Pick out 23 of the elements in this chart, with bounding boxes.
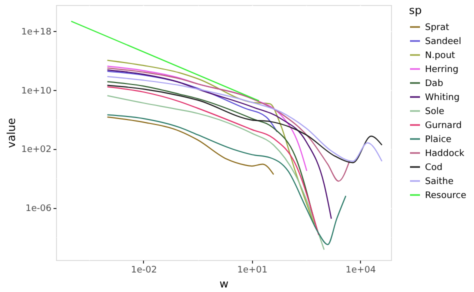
legend-label: Saithe (425, 177, 454, 187)
x-axis-title: w (220, 278, 228, 290)
x-tick-label: 1e+04 (346, 266, 376, 276)
legend-label: Sole (425, 107, 445, 117)
y-axis-title: value (5, 118, 18, 148)
y-tick-label: 1e+18 (21, 27, 52, 38)
x-tick-label: 1e+01 (237, 266, 268, 276)
y-tick-label: 1e+10 (21, 86, 52, 96)
legend-label: Gurnard (425, 121, 462, 131)
legend-title: sp (409, 4, 422, 17)
y-tick-label: 1e-06 (26, 204, 52, 214)
legend-label: Herring (425, 65, 458, 75)
legend-label: Whiting (425, 93, 460, 103)
legend-label: N.pout (425, 51, 456, 61)
x-tick-label: 1e-02 (130, 266, 157, 276)
legend-label: Sprat (425, 23, 450, 33)
legend-label: Plaice (425, 135, 452, 145)
legend-label: Haddock (425, 149, 466, 159)
legend-label: Cod (425, 163, 443, 173)
y-tick-label: 1e+02 (21, 145, 52, 156)
legend-label: Dab (425, 79, 444, 89)
legend-label: Resource (425, 191, 467, 201)
legend-label: Sandeel (425, 37, 462, 47)
